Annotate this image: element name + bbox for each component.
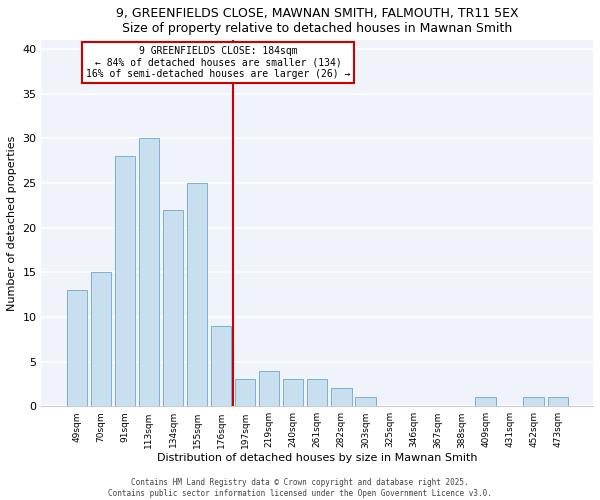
Bar — [211, 326, 231, 406]
Bar — [187, 183, 207, 406]
Title: 9, GREENFIELDS CLOSE, MAWNAN SMITH, FALMOUTH, TR11 5EX
Size of property relative: 9, GREENFIELDS CLOSE, MAWNAN SMITH, FALM… — [116, 7, 518, 35]
Bar — [91, 272, 111, 406]
Bar — [67, 290, 87, 406]
Bar — [259, 370, 280, 406]
Bar — [548, 398, 568, 406]
Bar — [163, 210, 183, 406]
Bar — [475, 398, 496, 406]
Bar — [115, 156, 135, 406]
Bar — [139, 138, 159, 406]
Y-axis label: Number of detached properties: Number of detached properties — [7, 136, 17, 311]
Bar — [523, 398, 544, 406]
Bar — [307, 380, 328, 406]
Text: Contains HM Land Registry data © Crown copyright and database right 2025.
Contai: Contains HM Land Registry data © Crown c… — [108, 478, 492, 498]
Bar — [355, 398, 376, 406]
X-axis label: Distribution of detached houses by size in Mawnan Smith: Distribution of detached houses by size … — [157, 453, 478, 463]
Text: 9 GREENFIELDS CLOSE: 184sqm
← 84% of detached houses are smaller (134)
16% of se: 9 GREENFIELDS CLOSE: 184sqm ← 84% of det… — [86, 46, 350, 79]
Bar — [331, 388, 352, 406]
Bar — [283, 380, 304, 406]
Bar — [235, 380, 256, 406]
